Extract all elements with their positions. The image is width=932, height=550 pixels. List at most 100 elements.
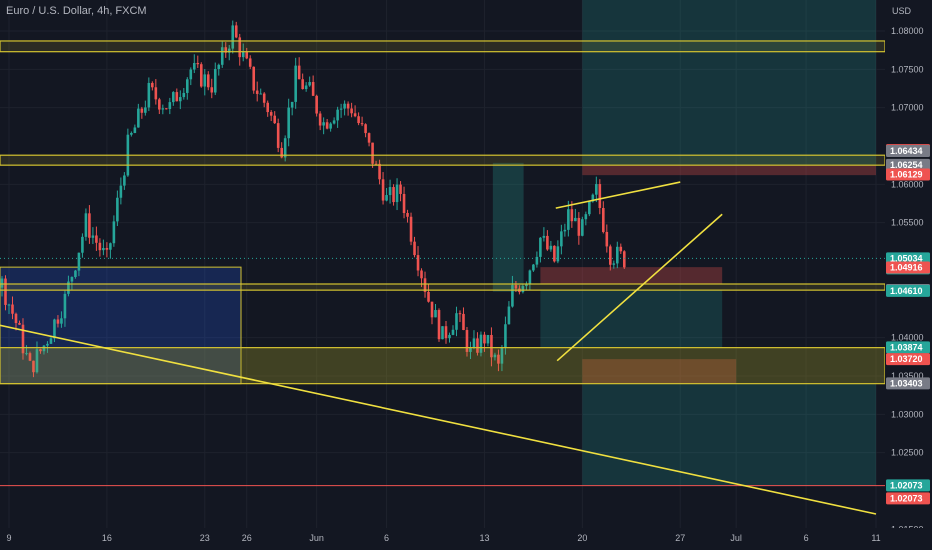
candle-body: [28, 353, 32, 361]
horizontal-zone-3: [0, 347, 886, 385]
price-tick-label: 1.02500: [891, 448, 924, 458]
candle-body: [615, 246, 619, 264]
candle-body: [406, 213, 409, 217]
price-badge: [886, 377, 930, 390]
candle-body: [595, 184, 598, 195]
drawing-overlays[interactable]: [0, 40, 886, 515]
candle-body: [612, 263, 616, 265]
candle-body: [165, 108, 168, 110]
candle-body: [560, 231, 563, 247]
candle-body: [56, 319, 60, 324]
candle-body: [140, 108, 144, 113]
candle-body: [147, 82, 151, 108]
candle-body: [371, 142, 374, 164]
candle-body: [154, 87, 158, 100]
candle-body: [318, 113, 322, 126]
price-axis[interactable]: 1.08000 1.07500 1.07000 1.06000 1.05500 1.040…: [885, 0, 932, 550]
candle-body: [357, 116, 360, 124]
candle-body: [605, 231, 609, 247]
trendline-0: [0, 324, 877, 515]
price-tick-label: 1.03000: [891, 409, 924, 419]
candle-body: [217, 64, 221, 70]
time-tick-label: Jul: [730, 533, 742, 543]
candle-body: [91, 235, 95, 238]
candle-body: [622, 251, 626, 268]
candle-body: [325, 122, 329, 129]
candle-body: [60, 318, 63, 324]
candle-body: [102, 248, 105, 251]
candle-body: [199, 64, 203, 87]
candle-body: [511, 285, 514, 307]
candle-body: [416, 255, 420, 271]
candle-body: [504, 324, 507, 348]
support-zone-fill: [0, 347, 885, 384]
candle-body: [21, 324, 25, 354]
long-position-stop-box: [582, 165, 876, 176]
candle-body: [283, 138, 287, 158]
candle-body: [535, 256, 539, 265]
candle-body: [231, 25, 235, 49]
candle-body: [182, 92, 186, 98]
candle-body: [490, 334, 493, 358]
candle-body: [63, 293, 67, 319]
candle-body: [287, 107, 290, 139]
long-position-target-box: [582, 0, 876, 166]
time-tick-label: 6: [384, 533, 389, 543]
candle-body: [556, 246, 560, 262]
time-tick-label: 26: [242, 533, 252, 543]
candle-body: [574, 217, 577, 222]
candle-body: [224, 47, 228, 53]
candle-body: [469, 347, 472, 352]
candle-body: [465, 330, 469, 352]
time-tick-label: Jun: [309, 533, 324, 543]
candle-body: [458, 313, 462, 315]
candle-body: [430, 301, 434, 318]
time-axis[interactable]: 9 16 23 26 Jun 6 13 20 27 Jul 6 11: [0, 528, 932, 550]
candle-body: [7, 304, 11, 306]
candle-body: [67, 281, 70, 294]
candle-body: [161, 108, 165, 110]
candle-body: [273, 115, 276, 124]
candle-body: [0, 278, 4, 288]
candle-body: [322, 122, 325, 126]
candle-body: [255, 90, 259, 94]
candle-body: [179, 97, 182, 102]
candle-body: [276, 123, 280, 148]
candle-body: [185, 79, 189, 93]
candle-body: [444, 326, 448, 339]
candle-body: [532, 264, 535, 271]
price-badge-label: 1.06129: [890, 169, 923, 179]
candle-body: [577, 217, 581, 236]
candlestick-series: [0, 20, 626, 378]
candle-body: [18, 323, 21, 325]
candle-body: [367, 133, 371, 143]
price-badge-label: 1.03874: [890, 342, 923, 352]
price-tick-label: 1.07000: [891, 103, 924, 113]
candle-body: [105, 248, 109, 250]
candle-body: [220, 47, 224, 65]
candle-body: [81, 236, 84, 253]
candle-body: [364, 124, 367, 134]
price-axis-bg: [885, 0, 932, 550]
short-position-target-box: [582, 383, 876, 486]
candle-body: [539, 237, 542, 257]
price-tick-label: 1.06000: [891, 179, 924, 189]
candle-body: [151, 82, 154, 88]
candle-body: [189, 69, 193, 80]
candle-body: [378, 163, 381, 180]
price-badge: [886, 353, 930, 366]
candle-body: [493, 354, 497, 358]
candle-body: [346, 103, 350, 109]
price-badge-label: 1.02073: [890, 493, 923, 503]
price-badge: [886, 158, 930, 171]
candle-body: [130, 132, 133, 135]
candle-body: [402, 193, 406, 214]
candle-body: [238, 37, 242, 58]
candle-body: [423, 278, 427, 292]
candle-body: [262, 93, 266, 103]
time-axis-bg: [0, 528, 932, 550]
symbol-title[interactable]: Euro / U.S. Dollar, 4h, FXCM: [6, 5, 147, 17]
candle-body: [294, 65, 297, 102]
candle-body: [567, 209, 570, 230]
